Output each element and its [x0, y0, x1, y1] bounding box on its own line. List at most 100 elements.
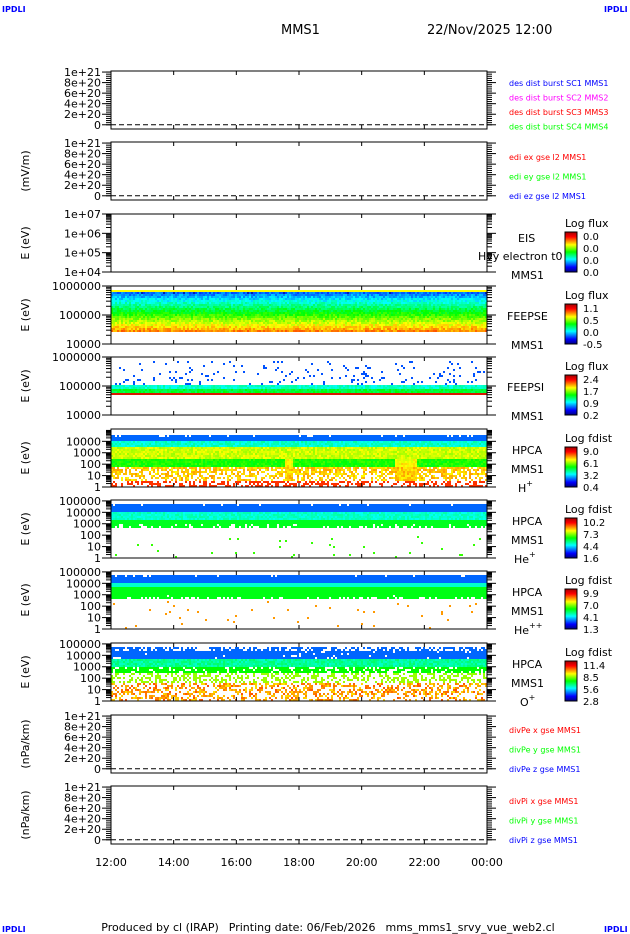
- legend-entry: divPi y gse MMS1: [509, 817, 578, 826]
- colorbar-tick-label: 2.8: [583, 697, 599, 708]
- colorbar: [564, 231, 578, 273]
- logo-bottom-right: IPDLI: [604, 925, 628, 934]
- colorbar-tick-label: 1.7: [583, 387, 599, 398]
- species-charge: +: [529, 693, 536, 702]
- colorbar: [564, 517, 578, 559]
- y-tick-label: 100: [80, 672, 101, 685]
- plot-frame: [110, 499, 488, 559]
- y-axis-label: E (eV): [19, 512, 32, 545]
- colorbar-tick-label: 0.9: [583, 399, 599, 410]
- y-tick-label: 4e+20: [64, 813, 101, 826]
- y-tick-label: 100000: [59, 309, 101, 322]
- y-axis-label: E (eV): [19, 655, 32, 688]
- y-tick-label: 100000: [59, 566, 101, 579]
- spectrogram-hpca-o: [111, 643, 487, 701]
- x-tick-label: 20:00: [346, 856, 378, 869]
- colorbar-title: Log fdist: [565, 432, 613, 445]
- y-tick-label: 1e+06: [64, 227, 101, 240]
- y-tick-label: 0: [94, 834, 101, 847]
- colorbar-tick-label: 0.0: [583, 268, 599, 279]
- y-tick-label: 10000: [66, 409, 101, 422]
- x-tick-label: 00:00: [471, 856, 503, 869]
- y-tick-label: 2e+20: [64, 752, 101, 765]
- plot-frame: [110, 785, 488, 845]
- species-base: He: [514, 553, 529, 566]
- instrument-label: HPCA: [512, 444, 543, 457]
- y-tick-label: 1000000: [52, 280, 101, 293]
- plot-frame: [110, 285, 488, 345]
- y-tick-label: 6e+20: [64, 87, 101, 100]
- legend-entry: divPi x gse MMS1: [509, 797, 578, 806]
- y-tick-label: 6e+20: [64, 802, 101, 815]
- species-base: H: [518, 482, 526, 495]
- y-tick-label: 4e+20: [64, 742, 101, 755]
- colorbar-tick-label: 0.0: [583, 244, 599, 255]
- spectrogram-hpca-he: [111, 500, 487, 558]
- y-tick-label: 1000: [73, 518, 101, 531]
- plot-frame: [110, 213, 488, 273]
- colorbar-tick-label: 0.2: [583, 411, 599, 422]
- colorbar-tick-label: 7.3: [583, 530, 599, 541]
- legend-entry: des dist burst SC2 MMS2: [509, 94, 608, 103]
- colorbar-tick-label: 0.5: [583, 316, 599, 327]
- panel-feepse: 1000000 100000 10000 E (eV) FEEPSE MMS1 Log fl…: [19, 280, 609, 352]
- y-axis-label: E (eV): [19, 369, 32, 402]
- y-tick-label: 1: [94, 695, 101, 708]
- y-tick-label: 10000: [66, 506, 101, 519]
- x-tick-label: 18:00: [283, 856, 315, 869]
- spectrogram-feepse: [111, 286, 487, 344]
- spacecraft-title: MMS1: [281, 23, 320, 38]
- species-label: H+: [518, 479, 533, 495]
- spacecraft-label: MMS1: [511, 534, 544, 547]
- legend-entry: divPe y gse MMS1: [509, 746, 581, 755]
- instrument-label: HPCA: [512, 515, 543, 528]
- x-tick-label: 14:00: [158, 856, 190, 869]
- logo-bottom-left: IPDLI: [2, 925, 26, 934]
- colorbar-title: Log flux: [565, 289, 609, 302]
- colorbar-tick-label: 9.9: [583, 589, 599, 600]
- footer-macro: mms_mms1_srvy_vue_web2.cl: [385, 921, 554, 934]
- species-label: O+: [520, 693, 535, 709]
- y-tick-label: 1: [94, 623, 101, 636]
- plot-frame: [110, 642, 488, 702]
- colorbar: [564, 303, 578, 345]
- y-tick-label: 4e+20: [64, 169, 101, 182]
- colorbar: [564, 588, 578, 630]
- footer-text: Produced by cl (IRAP) Printing date: 06/F…: [101, 921, 554, 934]
- y-tick-label: 2e+20: [64, 179, 101, 192]
- time-axis: 12:00 14:00 16:00 18:00 20:00 22:00 00:00: [95, 856, 503, 869]
- y-tick-label: 1e+04: [64, 266, 101, 279]
- y-tick-label: 8e+20: [64, 77, 101, 90]
- plot-frame: [110, 141, 488, 201]
- spacecraft-label: MMS1: [511, 410, 544, 423]
- y-tick-label: 10: [87, 612, 101, 625]
- colorbar-tick-label: 3.2: [583, 471, 599, 482]
- species-charge: +: [529, 550, 536, 559]
- y-tick-label: 6e+20: [64, 731, 101, 744]
- y-tick-label: 8e+20: [64, 792, 101, 805]
- spacecraft-label: MMS1: [511, 605, 544, 618]
- y-axis-label: E (eV): [19, 441, 32, 474]
- instrument-label: HPCA: [512, 586, 543, 599]
- colorbar-tick-label: 8.5: [583, 673, 599, 684]
- spectrogram-hpca-hepp: [111, 571, 487, 629]
- colorbar-title: Log flux: [565, 217, 609, 230]
- y-tick-label: 10: [87, 541, 101, 554]
- y-tick-label: 4e+20: [64, 98, 101, 111]
- footer-print-date: Printing date: 06/Feb/2026: [229, 921, 376, 934]
- species-label: He+: [514, 550, 536, 566]
- y-tick-label: 8e+20: [64, 721, 101, 734]
- y-tick-label: 1000: [73, 447, 101, 460]
- colorbar-tick-label: 4.1: [583, 613, 599, 624]
- y-tick-label: 10: [87, 684, 101, 697]
- legend-entry: divPi z gse MMS1: [509, 836, 578, 845]
- y-tick-label: 1e+05: [64, 247, 101, 260]
- y-tick-label: 1e+21: [64, 66, 101, 79]
- y-tick-label: 100000: [59, 495, 101, 508]
- colorbar-title: Log fdist: [565, 503, 613, 516]
- colorbar: [564, 374, 578, 416]
